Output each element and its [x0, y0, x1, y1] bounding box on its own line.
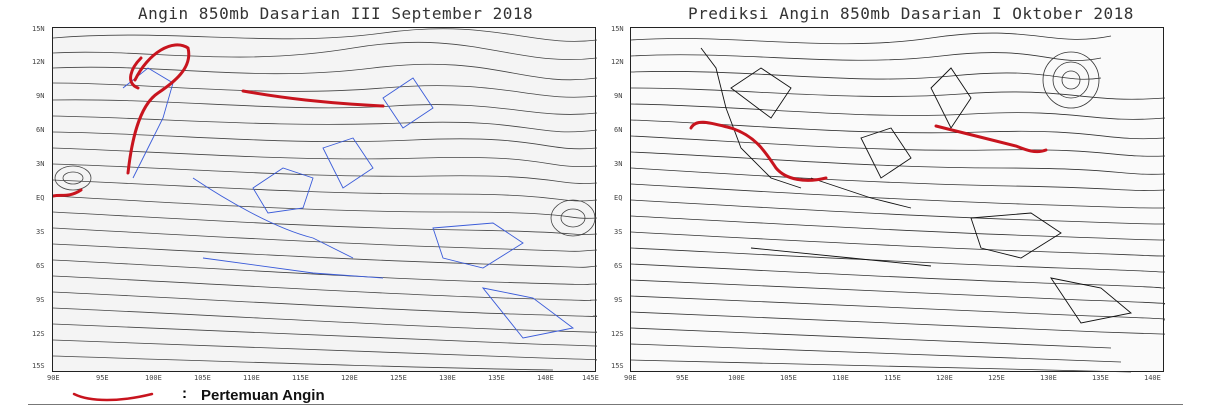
legend-label: Pertemuan Angin	[201, 387, 325, 404]
left-streamlines	[53, 28, 597, 371]
left-ylabel: EQ	[36, 194, 45, 202]
left-xlabel: 95E	[96, 374, 109, 382]
right-streamlines	[631, 32, 1165, 373]
right-ylabel: 12N	[611, 58, 624, 66]
left-convergence-line-1	[126, 43, 191, 175]
left-ylabel: 15N	[32, 25, 45, 33]
right-ylabel: 9S	[614, 296, 623, 304]
left-ylabel: 3N	[36, 160, 45, 168]
left-xlabel: 110E	[243, 374, 260, 382]
left-ylabel: 9N	[36, 92, 45, 100]
left-ylabel: 12S	[32, 330, 45, 338]
left-ylabel: 15S	[32, 362, 45, 370]
right-ylabel: EQ	[614, 194, 623, 202]
right-xlabel: 90E	[624, 374, 637, 382]
left-convergence-line-4	[53, 188, 83, 198]
left-map-title: Angin 850mb Dasarian III September 2018	[138, 4, 534, 23]
right-wind-map	[630, 27, 1165, 373]
legend-colon: :	[182, 385, 187, 402]
right-ylabel: 12S	[611, 330, 624, 338]
right-map-title: Prediksi Angin 850mb Dasarian I Oktober …	[688, 4, 1134, 23]
left-wind-map	[52, 27, 597, 372]
right-convergence-line-2	[934, 124, 1048, 154]
left-xlabel: 130E	[439, 374, 456, 382]
right-ylabel: 3N	[614, 160, 623, 168]
left-ylabel: 3S	[36, 228, 45, 236]
left-xlabel: 140E	[537, 374, 554, 382]
right-xlabel: 100E	[728, 374, 745, 382]
right-xlabel: 140E	[1144, 374, 1161, 382]
left-xlabel: 115E	[292, 374, 309, 382]
left-ylabel: 6S	[36, 262, 45, 270]
left-xlabel: 90E	[47, 374, 60, 382]
right-xlabel: 125E	[988, 374, 1005, 382]
left-ylabel: 9S	[36, 296, 45, 304]
left-ylabel: 12N	[32, 58, 45, 66]
divider	[28, 404, 1183, 405]
right-convergence-line-1	[689, 120, 828, 182]
right-ylabel: 15S	[611, 362, 624, 370]
left-xlabel: 135E	[488, 374, 505, 382]
right-xlabel: 120E	[936, 374, 953, 382]
right-xlabel: 115E	[884, 374, 901, 382]
left-xlabel: 145E	[582, 374, 599, 382]
right-ylabel: 15N	[611, 25, 624, 33]
right-ylabel: 6N	[614, 126, 623, 134]
left-xlabel: 120E	[341, 374, 358, 382]
right-xlabel: 110E	[832, 374, 849, 382]
right-ylabel: 6S	[614, 262, 623, 270]
left-convergence-line-2	[129, 56, 143, 90]
right-ylabel: 9N	[614, 92, 623, 100]
right-xlabel: 135E	[1092, 374, 1109, 382]
left-xlabel: 100E	[145, 374, 162, 382]
left-xlabel: 105E	[194, 374, 211, 382]
left-convergence-line-3	[241, 89, 385, 108]
right-xlabel: 130E	[1040, 374, 1057, 382]
left-ylabel: 6N	[36, 126, 45, 134]
right-ylabel: 3S	[614, 228, 623, 236]
right-xlabel: 95E	[676, 374, 689, 382]
left-xlabel: 125E	[390, 374, 407, 382]
right-xlabel: 105E	[780, 374, 797, 382]
